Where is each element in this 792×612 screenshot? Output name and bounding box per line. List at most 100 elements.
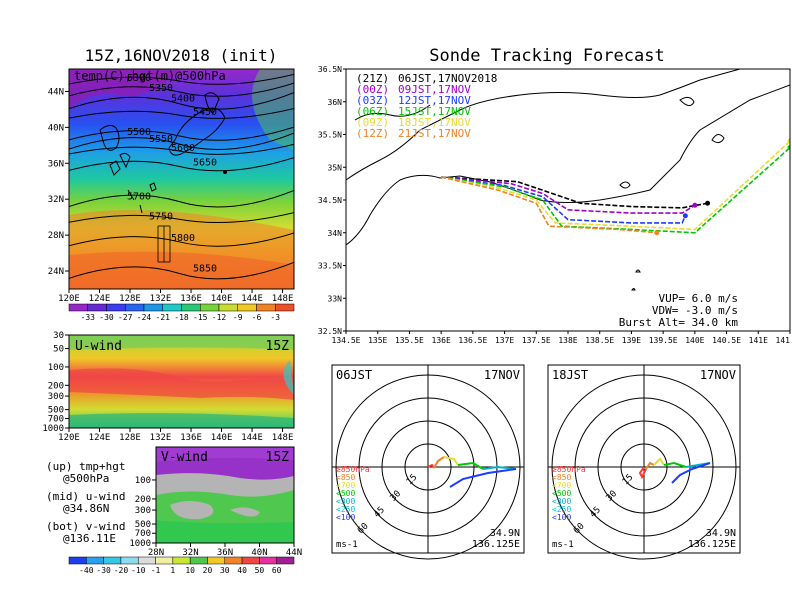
x-tick-label: 128E [119, 433, 141, 443]
colorbar-swatch [155, 556, 174, 565]
param-vup: VUP= 6.0 m/s [659, 292, 738, 305]
hodo-legend-label: <500 [336, 489, 355, 498]
track-line [441, 176, 696, 214]
colorbar-label: 20 [203, 566, 213, 575]
colorbar-swatch [276, 556, 295, 565]
x-tick-label: 144E [241, 294, 263, 304]
y-tick-label: 24N [48, 267, 64, 277]
launch-site-marker [223, 170, 227, 174]
hodo-lon: 136.125E [472, 539, 520, 550]
height-contour [69, 132, 294, 151]
hodo-time: 06JST [336, 368, 372, 382]
colorbar-label: 1 [170, 566, 175, 575]
y-tick-label: 36N [328, 98, 343, 107]
height-contour [69, 82, 294, 97]
colorbar-label: -20 [114, 566, 129, 575]
x-tick-label: 140E [685, 336, 704, 345]
note-bot-1: (bot) v-wind [46, 520, 125, 533]
y-tick-label: 1000 [129, 539, 151, 549]
colorbar-label: -3 [270, 313, 280, 322]
x-tick-label: 28N [148, 548, 164, 558]
colorbar-label: -33 [81, 313, 96, 322]
hodo-legend-label: <100 [552, 513, 571, 522]
hodo-unit: ms-1 [552, 540, 574, 550]
colorbar-swatch [103, 556, 122, 565]
colorbar-label: -9 [233, 313, 243, 322]
hodo-trace [427, 463, 435, 469]
u-wind-panel: U-wind 15Z 120E 124E 128E 132E 136E 140E 144E 1… [42, 331, 295, 443]
v-wind-time: 15Z [266, 450, 290, 465]
x-tick-label: 137E [495, 336, 514, 345]
x-tick-label: 139.5E [649, 336, 678, 345]
colorbar-label: 30 [220, 566, 230, 575]
x-tick-label: 40N [251, 548, 267, 558]
colorbar-label: -6 [252, 313, 262, 322]
y-tick-label: 30 [53, 331, 64, 341]
hodo-trace [645, 461, 655, 470]
hodo-trace [449, 468, 517, 488]
colorbar-swatch [259, 556, 277, 565]
temp-panel-title: 15Z,16NOV2018 (init) [85, 46, 278, 65]
colorbar-swatch [162, 303, 182, 312]
temp-x-axis: 120E 124E 128E 132E 136E 140E 144E 148E [58, 289, 293, 304]
x-tick-label: 135E [368, 336, 387, 345]
contour-label: 5350 [149, 83, 173, 94]
x-tick-label: 136E [432, 336, 451, 345]
x-tick-label: 124E [89, 294, 111, 304]
hodo-trace [433, 456, 445, 469]
legend-entry: (12Z) 21JST,17NOV [356, 127, 471, 140]
hodo-legend-label: ≥850hPa [552, 465, 586, 474]
colorbar-swatch [68, 556, 87, 565]
legend-entry: (06Z) 15JST,17NOV [356, 105, 471, 118]
v-wind-field [156, 447, 294, 543]
track-line [440, 176, 657, 234]
colorbar-swatch [181, 303, 201, 312]
landing-marker [682, 213, 688, 219]
hodo-unit: ms-1 [336, 540, 358, 550]
height-contour [69, 73, 294, 85]
y-tick-label: 34N [328, 229, 343, 238]
contour-label: 5750 [149, 211, 173, 222]
x-tick-label: 134.5E [332, 336, 361, 345]
legend-entry: (21Z) 06JST,17NOV2018 [356, 72, 497, 85]
x-tick-label: 44N [286, 548, 302, 558]
u-wind-label: U-wind [75, 339, 122, 354]
legend-series: (21Z) [356, 72, 389, 85]
tracking-map-coastline [346, 69, 790, 291]
hodo-trace [482, 465, 517, 470]
hodo-trace [457, 461, 484, 470]
tracking-legend: (21Z) 06JST,17NOV2018(00Z) 09JST,17NOV(03Z… [356, 72, 497, 140]
y-tick-label: 500 [135, 520, 151, 530]
height-contour [69, 261, 294, 280]
v-wind-x-axis: 28N 32N 36N 40N 44N [148, 543, 302, 558]
hodo-lon: 136.125E [688, 539, 736, 550]
legend-label: 12JST,17NOV [398, 94, 471, 107]
x-tick-label: 139E [622, 336, 641, 345]
hodo-lat: 34.9N [490, 528, 520, 539]
temp-field-label: temp(C),hgt(m)@500hPa [74, 69, 226, 83]
colorbar-label: -18 [174, 313, 189, 322]
legend-entry: (03Z) 12JST,17NOV [356, 94, 471, 107]
y-tick-label: 300 [135, 506, 151, 516]
colorbar-label: -21 [156, 313, 171, 322]
legend-series: (12Z) [356, 127, 389, 140]
param-burst: Burst Alt= 34.0 km [619, 316, 739, 329]
x-tick-label: 138.5E [585, 336, 614, 345]
colorbar-label: -10 [131, 566, 146, 575]
colorbar-swatch [275, 303, 295, 312]
x-tick-label: 140.5E [712, 336, 741, 345]
x-tick-label: 36N [217, 548, 233, 558]
colorbar-swatch [189, 556, 208, 565]
colorbar-label: -27 [118, 313, 133, 322]
track-line [441, 176, 687, 224]
hodo-legend-label: <250 [552, 505, 571, 514]
track-line [441, 176, 708, 209]
colorbar-swatch [237, 303, 257, 312]
y-tick-label: 33N [328, 294, 343, 303]
y-tick-label: 700 [135, 529, 151, 539]
